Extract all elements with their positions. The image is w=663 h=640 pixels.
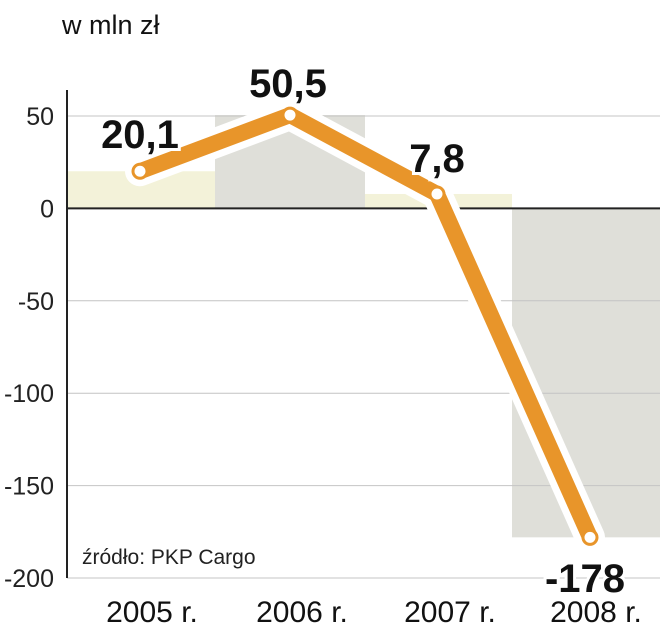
background-bar-4	[512, 208, 660, 538]
x-tick-label: 2008 r.	[550, 596, 642, 629]
x-axis-labels: 2005 r. 2006 r. 2007 r. 2008 r.	[106, 596, 642, 629]
y-tick-label: -150	[4, 473, 54, 501]
source-label: źródło: PKP Cargo	[82, 546, 256, 569]
y-tick-label: 0	[40, 195, 54, 223]
y-tick-label: -200	[4, 565, 54, 593]
data-point	[581, 528, 599, 546]
data-point	[428, 185, 446, 203]
x-tick-label: 2005 r.	[106, 596, 198, 629]
y-tick-label: -50	[18, 288, 54, 316]
data-points	[131, 106, 599, 546]
data-label: 50,5	[249, 62, 327, 106]
y-tick-label: 50	[26, 103, 54, 131]
data-point	[131, 162, 149, 180]
y-tick-label: -100	[4, 380, 54, 408]
series-line	[125, 100, 605, 553]
y-axis-ticks: 50 0 -50 -100 -150 -200	[4, 103, 54, 593]
data-labels: 20,1 50,5 7,8 -178	[98, 59, 628, 604]
data-label: 20,1	[101, 113, 179, 157]
data-label: -178	[545, 557, 625, 601]
grid-lines	[67, 115, 660, 579]
unit-label: w mln zł	[61, 10, 160, 40]
x-tick-label: 2007 r.	[404, 596, 496, 629]
x-tick-label: 2006 r.	[256, 596, 348, 629]
data-point	[281, 106, 299, 124]
data-label: 7,8	[409, 137, 465, 181]
series-line-path	[132, 107, 598, 546]
